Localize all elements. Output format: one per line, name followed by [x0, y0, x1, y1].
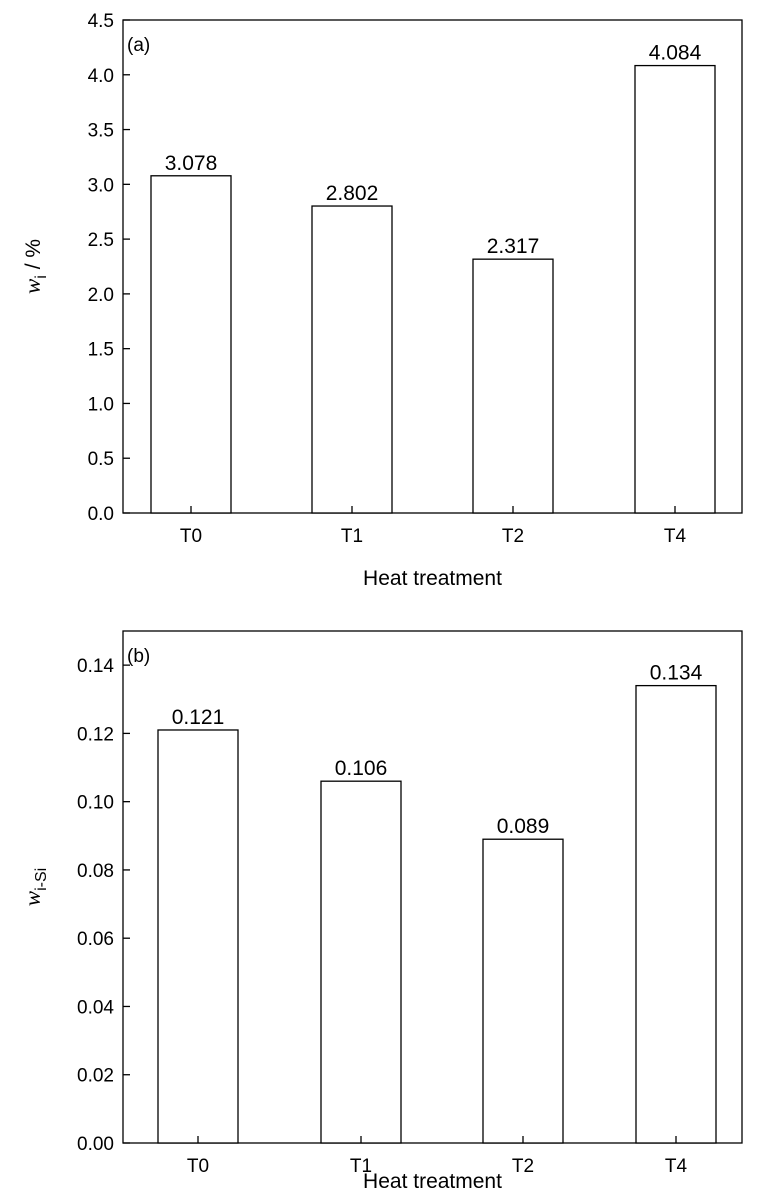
chart1-ytick-label: 0.08 [77, 861, 114, 882]
chart1-xtick-label: T0 [187, 1156, 209, 1177]
chart1-value-label: 0.134 [650, 662, 703, 685]
chart1-y-axis-title-symbol: w [20, 890, 45, 906]
chart0-xtick-label: T1 [341, 526, 363, 547]
chart1-bar-t1 [320, 780, 402, 1144]
chart1-bar-t4 [635, 684, 717, 1144]
chart0-y-axis-title: wi / % [20, 239, 50, 294]
chart0-ytick-label: 4.5 [88, 11, 114, 32]
chart1-ytick-label: 0.04 [77, 997, 114, 1018]
chart0-xtick-label: T0 [180, 526, 202, 547]
chart0-xtick-label: T4 [664, 526, 687, 547]
chart1-panel-label: (b) [127, 646, 150, 667]
chart0-panel: 0.0 0.5 1.0 1.5 2.0 2.5 3.0 3.5 4.0 4.5 3.078 T0 2.8… [20, 11, 743, 590]
chart1-value-label: 0.121 [172, 706, 225, 729]
chart1-ytick-label: 0.14 [77, 656, 114, 677]
chart1-value-label: 0.089 [497, 815, 550, 838]
chart1-y-axis-title-subscript: i-Si [33, 868, 50, 891]
chart1-panel: 0.00 0.02 0.04 0.06 0.08 0.10 0.12 0.14 0.121 T0 0… [20, 630, 743, 1193]
chart1-ytick-label: 0.00 [77, 1134, 114, 1155]
chart0-x-axis-title: Heat treatment [363, 567, 502, 590]
chart0-bar-t0 [150, 175, 232, 514]
chart0-ytick-label: 4.0 [88, 66, 114, 87]
chart0-ytick-label: 2.5 [88, 230, 114, 251]
chart0-ytick-label: 3.5 [88, 121, 114, 142]
chart0-value-label: 2.317 [487, 235, 540, 258]
chart0-ytick-label: 2.0 [88, 285, 114, 306]
chart0-y-axis-title-unit: / % [22, 239, 45, 275]
chart1-value-label: 0.106 [335, 757, 388, 780]
chart0-bar-t2 [472, 258, 554, 514]
chart1-ytick-label: 0.02 [77, 1066, 114, 1087]
chart1-xtick-label: T4 [665, 1156, 688, 1177]
chart0-plot-frame [122, 19, 743, 514]
chart0-ytick-label: 0.5 [88, 449, 114, 470]
chart0-ytick-label: 1.5 [88, 340, 114, 361]
chart0-value-label: 4.084 [649, 42, 702, 65]
chart0-value-label: 3.078 [165, 152, 218, 175]
chart0-panel-label: (a) [127, 35, 150, 56]
chart0-ytick-label: 1.0 [88, 394, 114, 415]
chart1-xtick-label: T1 [350, 1156, 372, 1177]
chart0-ytick-label: 3.0 [88, 175, 114, 196]
chart0-xtick-label: T2 [502, 526, 524, 547]
chart0-bar-t4 [634, 64, 716, 514]
chart0-ytick-label: 0.0 [88, 504, 114, 525]
chart1-ytick-label: 0.12 [77, 724, 114, 745]
chart1-bar-t2 [482, 838, 564, 1144]
chart1-y-axis-title: wi-Si [20, 868, 50, 906]
chart1-plot-frame [122, 630, 743, 1144]
chart0-value-label: 2.802 [326, 182, 379, 205]
chart1-x-axis-title: Heat treatment [363, 1170, 502, 1193]
chart0-y-axis-title-subscript: i [33, 275, 50, 279]
chart1-ytick-label: 0.10 [77, 793, 114, 814]
chart0-y-axis-title-symbol: w [20, 278, 45, 294]
chart1-bar-t0 [157, 729, 239, 1144]
chart1-xtick-label: T2 [512, 1156, 534, 1177]
chart1-ytick-label: 0.06 [77, 929, 114, 950]
chart0-bar-t1 [311, 205, 393, 514]
